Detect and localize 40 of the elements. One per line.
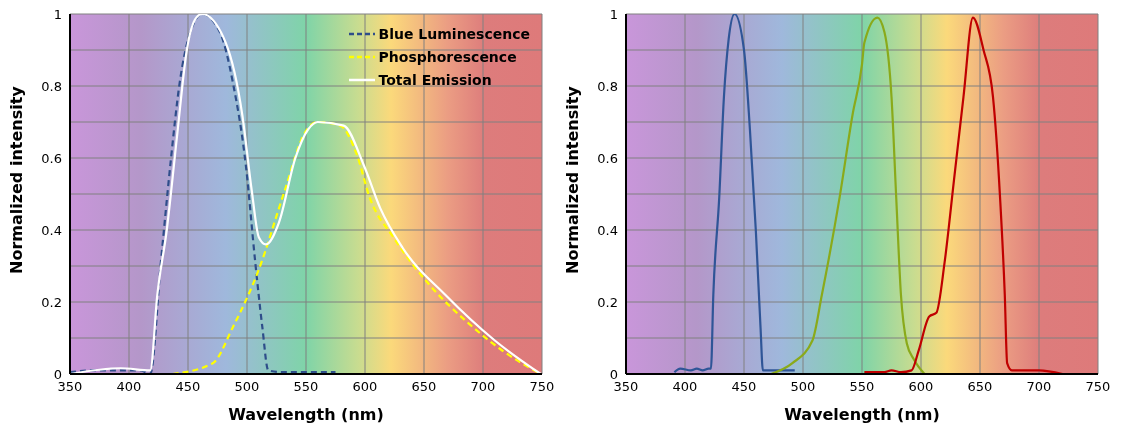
y-tick-label: 0: [53, 366, 62, 382]
y-tick-label: 0.2: [41, 294, 62, 310]
x-tick-label: 650: [411, 379, 437, 395]
legend-label: Phosphorescence: [378, 48, 517, 65]
x-tick-label: 350: [57, 379, 83, 395]
x-tick-label: 600: [352, 379, 378, 395]
x-tick-label: 450: [175, 379, 201, 395]
y-tick-label: 0.6: [597, 150, 618, 166]
x-tick-label: 350: [613, 379, 639, 395]
x-tick-label: 400: [116, 379, 142, 395]
y-tick-label: 0.2: [597, 294, 618, 310]
x-tick-label: 500: [234, 379, 260, 395]
x-tick-label: 400: [672, 379, 698, 395]
x-tick-label: 450: [731, 379, 757, 395]
x-tick-label: 650: [967, 379, 993, 395]
legend-label: Blue Luminescence: [378, 25, 530, 42]
x-axis-title: Wavelength (nm): [784, 405, 940, 424]
x-tick-label: 700: [1026, 379, 1052, 395]
y-axis-title: Normalized intensity: [6, 85, 26, 274]
y-tick-label: 0.4: [597, 222, 618, 238]
y-tick-label: 1: [609, 6, 618, 22]
x-tick-label: 600: [908, 379, 934, 395]
y-tick-label: 0.6: [41, 150, 62, 166]
y-tick-label: 0.8: [597, 78, 618, 94]
y-tick-label: 0.8: [41, 78, 62, 94]
x-tick-label: 750: [529, 379, 555, 395]
x-tick-label: 500: [790, 379, 816, 395]
y-tick-label: 0: [609, 366, 618, 382]
line-series: [673, 14, 796, 374]
x-tick-label: 550: [849, 379, 875, 395]
y-tick-label: 1: [53, 6, 62, 22]
line-series: [770, 16, 926, 374]
y-tick-label: 0.4: [41, 222, 62, 238]
y-axis-title: Normalized intensity: [562, 85, 582, 274]
line-series: [863, 16, 1064, 374]
x-tick-label: 750: [1085, 379, 1111, 395]
x-axis-title: Wavelength (nm): [228, 405, 384, 424]
legend-label: Total Emission: [378, 71, 492, 88]
x-tick-label: 700: [470, 379, 496, 395]
x-tick-label: 550: [293, 379, 319, 395]
